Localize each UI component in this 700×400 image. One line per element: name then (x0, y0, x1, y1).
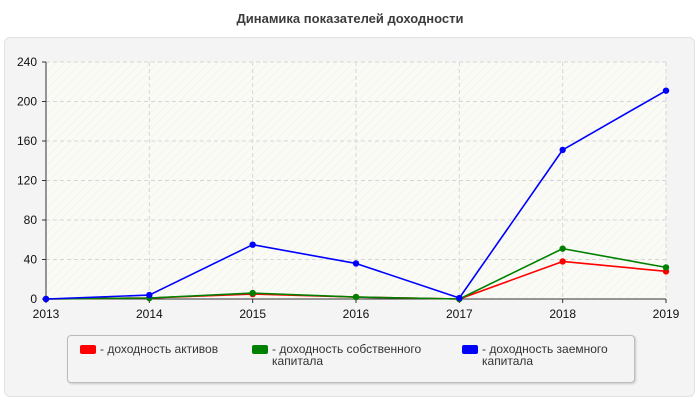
series-point-1 (352, 293, 360, 301)
y-tick-label: 200 (17, 95, 37, 109)
legend-swatch-equity (252, 345, 268, 354)
y-tick-label: 0 (30, 292, 37, 306)
x-tick-label: 2016 (343, 307, 370, 321)
series-point-2 (662, 87, 670, 94)
series-point-2 (249, 241, 256, 248)
series-point-1 (559, 245, 566, 252)
series-point-2 (352, 260, 360, 267)
series-point-2 (42, 295, 50, 303)
legend-item-equity: - доходность собственного капитала (252, 343, 432, 367)
x-tick-label: 2014 (136, 307, 163, 321)
series-point-0 (559, 258, 566, 265)
legend-label-equity: - доходность собственного капитала (272, 342, 422, 368)
series-point-2 (146, 291, 153, 299)
legend-swatch-assets (80, 345, 96, 354)
y-tick-label: 40 (24, 253, 38, 267)
legend-swatch-debt (462, 345, 478, 354)
x-tick-label: 2013 (33, 307, 60, 321)
series-point-1 (249, 289, 256, 297)
tick-layer: 0 40 80 120 160 200 240 2013 2014 2015 2016 2017 201… (17, 55, 680, 321)
series-layer (42, 87, 670, 303)
x-tick-label: 2015 (239, 307, 266, 321)
legend-label-debt: - доходность заемного капитала (482, 342, 608, 368)
series-point-1 (662, 264, 670, 271)
legend-item-debt: - доходность заемного капитала (462, 343, 642, 367)
legend-label-assets: - доходность активов (100, 342, 219, 356)
series-point-2 (456, 294, 463, 302)
legend: - доходность активов - доходность собств… (67, 335, 635, 383)
series-point-2 (559, 146, 566, 154)
x-tick-label: 2018 (549, 307, 576, 321)
y-tick-label: 80 (24, 213, 38, 227)
x-tick-label: 2019 (653, 307, 680, 321)
x-tick-label: 2017 (446, 307, 473, 321)
y-tick-label: 120 (17, 174, 37, 188)
y-tick-label: 240 (17, 55, 37, 69)
y-tick-label: 160 (17, 134, 37, 148)
legend-item-assets: - доходность активов (80, 343, 260, 355)
chart-title: Динамика показателей доходности (236, 11, 464, 26)
